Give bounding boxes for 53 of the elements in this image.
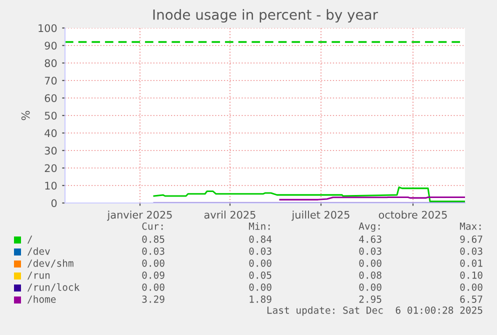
line-series [153, 186, 465, 202]
y-tick-label: 30 [44, 146, 57, 155]
text: 0.05 [249, 271, 272, 279]
y-tick-label: 100 [38, 24, 57, 32]
legend-label: / [27, 236, 32, 244]
text: 0.08 [359, 271, 382, 279]
chart-title: Inode usage in percent - by year [153, 9, 378, 23]
x-tick-label: janvier 2025 [107, 210, 172, 221]
text: Min: [248, 222, 270, 230]
text: 6.57 [460, 295, 482, 303]
y-tick-label: 50 [44, 112, 57, 120]
text: 0.00 [249, 259, 272, 267]
y-tick-label: 20 [44, 164, 57, 172]
text: 0.00 [359, 283, 382, 291]
y-tick-label: 10 [45, 182, 57, 190]
text: 0.85 [142, 235, 164, 243]
text: 0.00 [460, 283, 482, 291]
y-tick-label: 70 [44, 76, 57, 85]
y-tick-label: 80 [44, 59, 57, 68]
y-tick-label: 90 [44, 42, 57, 50]
legend-label: /home [27, 295, 56, 304]
text: 1.89 [250, 295, 272, 303]
text: 0.84 [249, 235, 272, 243]
x-tick-label: juillet 2025 [292, 210, 350, 221]
text: 0.00 [249, 283, 272, 291]
text: 0.03 [249, 247, 272, 255]
text: 9.67 [460, 235, 482, 243]
legend-label: /dev [27, 247, 50, 256]
text: 0.09 [142, 271, 164, 279]
text: 0.10 [460, 271, 482, 279]
text: 0.00 [142, 283, 164, 291]
text: Cur: [142, 222, 163, 230]
text: Avg: [358, 222, 380, 232]
text: 0.03 [359, 247, 382, 255]
legend-label: /dev/shm [27, 259, 74, 268]
legend-label: /run/lock [27, 283, 80, 292]
legend-label: /run [27, 272, 50, 280]
text: 0.03 [142, 247, 164, 255]
y-tick-label: 60 [44, 94, 57, 102]
x-tick-label: avril 2025 [204, 210, 256, 219]
y-axis-title: % [21, 110, 30, 120]
text: Max: [460, 222, 481, 230]
text: 0.01 [460, 259, 482, 267]
text: 2.95 [359, 295, 382, 303]
text: Last update: Sat Dec 6 01:00:28 2025 [267, 306, 482, 316]
text: 4.63 [359, 235, 382, 243]
y-tick-label: 40 [44, 129, 57, 138]
text: 0.03 [460, 247, 482, 255]
text: 0.00 [142, 259, 164, 267]
text: 3.29 [142, 295, 164, 303]
text: 0.00 [359, 259, 382, 267]
y-tick-label: 0 [51, 199, 57, 208]
x-tick-label: octobre 2025 [378, 210, 447, 219]
